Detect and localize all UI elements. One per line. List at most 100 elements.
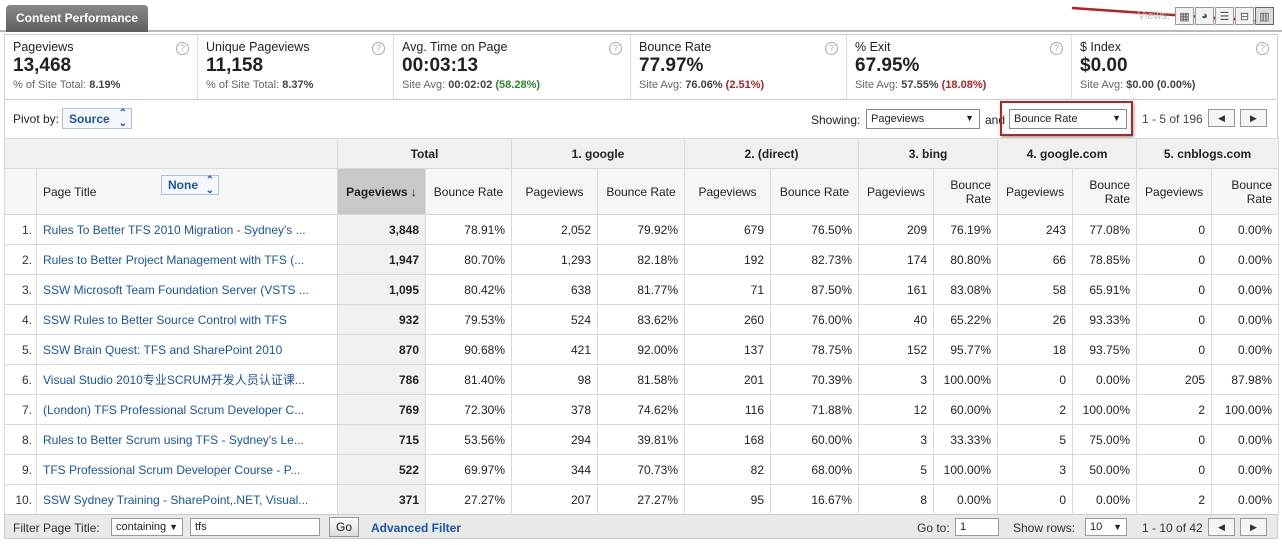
bounce-rate-cell: 0.00% [933,484,999,515]
group-header: 1. google [510,138,686,169]
page-title-sort[interactable]: Page Title [43,184,97,199]
page-title-link[interactable]: Visual Studio 2010专业SCRUM开发人员认证课... [43,373,305,387]
page-title-link[interactable]: (London) TFS Professional Scrum Develope… [43,402,305,417]
bounce-rate-header[interactable]: Bounce Rate [1211,168,1280,215]
group-header: 2. (direct) [684,138,860,169]
pageviews-cell: 152 [858,334,935,365]
group-header: 5. cnblogs.com [1136,138,1280,169]
metrics-scorecard: Pageviews 13,468 % of Site Total: 8.19% … [4,34,1278,100]
pageviews-header[interactable]: Pageviews [684,168,772,215]
row-index: 9. [4,454,37,485]
pageviews-cell: 209 [858,214,935,245]
bounce-rate-cell: 60.00% [770,424,860,455]
help-icon[interactable]: ? [825,42,838,55]
pageviews-cell: 932 [337,304,426,335]
help-icon[interactable]: ? [1050,42,1063,55]
secondary-dimension-select[interactable]: None ⌃ ⌄ [161,174,219,196]
bounce-rate-cell: 27.27% [596,484,686,515]
bounce-rate-cell: 68.00% [770,454,860,485]
bounce-rate-cell: 76.00% [770,304,860,335]
pageviews-cell: 2 [997,394,1074,425]
goto-input[interactable]: 1 [955,518,999,536]
page-title-link[interactable]: SSW Rules to Better Source Control with … [43,312,287,327]
pageviews-cell: 40 [858,304,935,335]
pageviews-header[interactable]: Pageviews [511,168,598,215]
row-index: 2. [4,244,37,275]
pageviews-cell: 522 [337,454,426,485]
bounce-rate-cell: 27.27% [425,484,512,515]
advanced-filter-link[interactable]: Advanced Filter [371,521,462,535]
next-page-button[interactable]: ▶ [1240,518,1267,536]
bounce-rate-header[interactable]: Bounce Rate [596,168,686,215]
bounce-rate-cell: 79.92% [596,214,686,245]
page-title-link[interactable]: Rules to Better Scrum using TFS - Sydney… [43,432,304,447]
page-title-cell: SSW Rules to Better Source Control with … [36,304,338,335]
chevron-down-icon: ⌃ ⌄ [205,174,214,196]
page-title-link[interactable]: Rules To Better TFS 2010 Migration - Syd… [43,222,306,237]
bounce-rate-cell: 60.00% [933,394,999,425]
pageviews-cell: 243 [997,214,1074,245]
secondary-metric-select[interactable]: Bounce Rate ▼ [1009,109,1127,129]
page-title-link[interactable]: SSW Sydney Training - SharePoint,.NET, V… [43,492,309,507]
page-title-link[interactable]: SSW Microsoft Team Foundation Server (VS… [43,282,309,297]
pageviews-header[interactable]: Pageviews [858,168,935,215]
pageviews-cell: 8 [858,484,935,515]
metric-value: 13,468 [13,55,72,76]
filter-input[interactable]: tfs [190,518,320,536]
next-columns-button[interactable]: ▶ [1240,109,1267,127]
bounce-rate-cell: 33.33% [933,424,999,455]
row-range: 1 - 10 of 42 [1142,521,1203,535]
go-button[interactable]: Go [329,517,359,537]
pageviews-header[interactable]: Pageviews ↓ [337,168,426,215]
bounce-rate-cell: 71.88% [770,394,860,425]
show-rows-select[interactable]: 10 ▼ [1085,518,1127,536]
metric-sub: Site Avg: 76.06% (2.51%) [639,79,765,91]
pageviews-cell: 82 [684,454,772,485]
page-title-link[interactable]: Rules to Better Project Management with … [43,252,305,267]
table-row: 5. SSW Brain Quest: TFS and SharePoint 20… [4,334,1280,365]
pageviews-cell: 201 [684,364,772,395]
pivot-by-select[interactable]: Source ⌃ ⌄ [62,108,132,129]
pageviews-header[interactable]: Pageviews [997,168,1074,215]
blank-header [4,138,338,169]
table-row: 8. Rules to Better Scrum using TFS - Sydn… [4,424,1280,455]
help-icon[interactable]: ? [1256,42,1269,55]
pivot-view-icon[interactable]: ▥ [1255,7,1274,25]
pageviews-cell: 2,052 [511,214,598,245]
bounce-rate-header[interactable]: Bounce Rate [770,168,860,215]
help-icon[interactable]: ? [609,42,622,55]
bounce-rate-cell: 76.50% [770,214,860,245]
bounce-rate-cell: 100.00% [1072,394,1138,425]
pageviews-cell: 26 [997,304,1074,335]
bounce-rate-cell: 82.18% [596,244,686,275]
bounce-rate-cell: 87.98% [1211,364,1280,395]
table-view-icon[interactable]: ▦ [1175,7,1194,25]
bounce-rate-cell: 81.40% [425,364,512,395]
column-range: 1 - 5 of 196 [1142,112,1203,126]
performance-view-icon[interactable]: ☰ [1215,7,1234,25]
bounce-rate-cell: 100.00% [1211,394,1280,425]
bounce-rate-header[interactable]: Bounce Rate [933,168,999,215]
help-icon[interactable]: ? [176,42,189,55]
table-row: 4. SSW Rules to Better Source Control wit… [4,304,1280,335]
bounce-rate-header[interactable]: Bounce Rate [425,168,512,215]
pageviews-header[interactable]: Pageviews [1136,168,1213,215]
help-icon[interactable]: ? [372,42,385,55]
bounce-rate-cell: 82.73% [770,244,860,275]
page-title-link[interactable]: TFS Professional Scrum Developer Course … [43,462,301,477]
pageviews-cell: 18 [997,334,1074,365]
pageviews-cell: 66 [997,244,1074,275]
pie-view-icon[interactable]: ◕ [1195,7,1214,25]
bounce-rate-header[interactable]: Bounce Rate [1072,168,1138,215]
pageviews-cell: 0 [1136,424,1213,455]
bounce-rate-cell: 76.19% [933,214,999,245]
bounce-rate-cell: 80.42% [425,274,512,305]
bounce-rate-cell: 80.70% [425,244,512,275]
primary-metric-select[interactable]: Pageviews ▼ [866,109,980,129]
filter-mode-select[interactable]: containing ▼ [111,518,183,536]
page-title-link[interactable]: SSW Brain Quest: TFS and SharePoint 2010 [43,342,283,357]
prev-columns-button[interactable]: ◀ [1208,109,1235,127]
metric-unique-pageviews: Unique Pageviews 11,158 % of Site Total:… [198,35,394,99]
comparison-view-icon[interactable]: ⊟ [1235,7,1254,25]
prev-page-button[interactable]: ◀ [1208,518,1235,536]
